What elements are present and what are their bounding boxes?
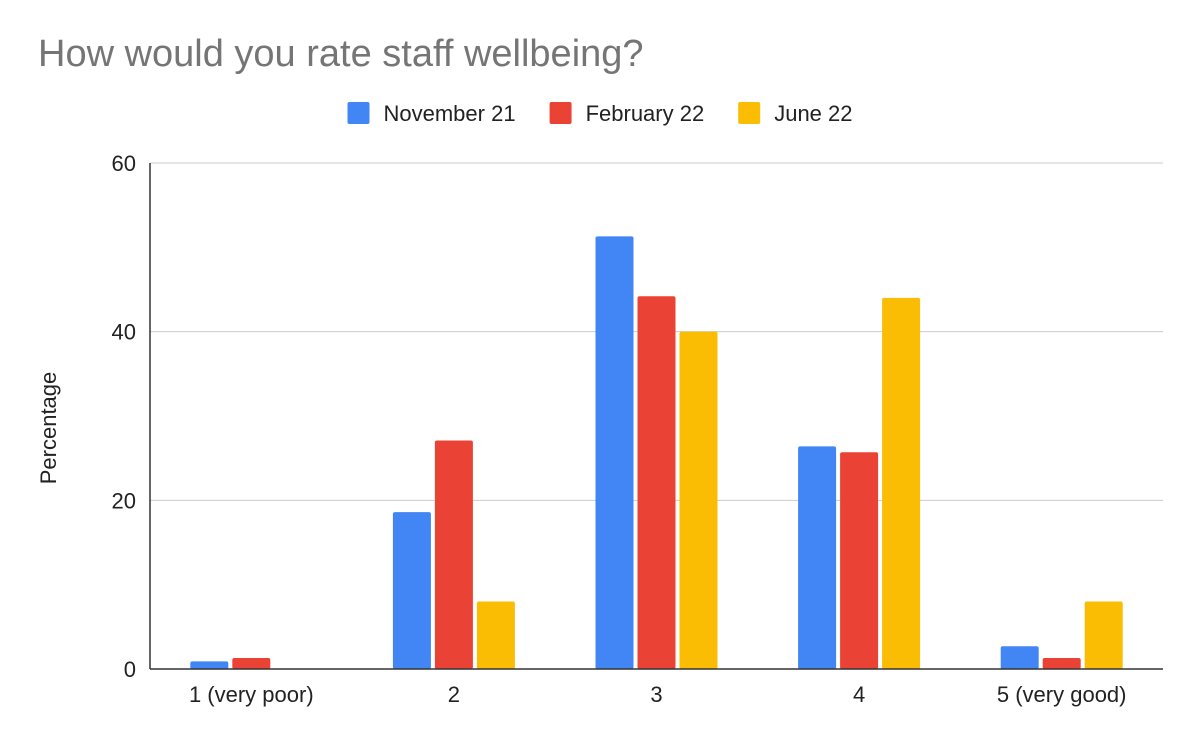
- x-tick-label-1-very-poor: 1 (very poor): [189, 682, 314, 707]
- chart-title: How would you rate staff wellbeing?: [38, 33, 644, 75]
- x-tick-label-3: 3: [650, 682, 662, 707]
- legend-label-february-22: February 22: [586, 101, 705, 126]
- y-tick-label-20: 20: [112, 488, 136, 513]
- bar-november-21-4: [798, 446, 837, 669]
- y-tick-label-60: 60: [112, 151, 136, 176]
- legend-label-november-21: November 21: [384, 101, 516, 126]
- bar-june-22-2: [476, 601, 515, 669]
- bar-november-21-3: [595, 236, 634, 669]
- x-tick-labels: 1 (very poor) 2 3 4 5 (very good): [189, 682, 1127, 707]
- x-tick-label-2: 2: [448, 682, 460, 707]
- legend-label-june-22: June 22: [774, 101, 852, 126]
- y-tick-label-0: 0: [124, 657, 136, 682]
- bar-february-22-2: [434, 440, 473, 669]
- bar-june-22-3: [679, 331, 718, 669]
- y-axis-label: Percentage: [36, 372, 61, 485]
- y-tick-label-40: 40: [112, 320, 136, 345]
- legend-swatch-june-22: [738, 102, 761, 124]
- bar-june-22-5-very-good: [1084, 601, 1123, 669]
- x-tick-label-4: 4: [853, 682, 865, 707]
- legend-swatch-november-21: [347, 102, 370, 124]
- bar-november-21-1-very-poor: [190, 661, 229, 669]
- legend-swatch-february-22: [549, 102, 572, 124]
- bar-february-22-4: [840, 452, 879, 669]
- bars: [190, 236, 1123, 669]
- bar-november-21-5-very-good: [1000, 646, 1039, 669]
- legend: November 21 February 22 June 22: [347, 101, 853, 126]
- y-tick-labels: 0 20 40 60: [112, 151, 136, 682]
- bar-june-22-4: [882, 297, 921, 669]
- bar-november-21-2: [392, 512, 431, 669]
- legend-item-february-22: February 22: [549, 101, 705, 126]
- axes: [149, 163, 1163, 670]
- bar-february-22-1-very-poor: [232, 658, 271, 669]
- legend-item-november-21: November 21: [347, 101, 516, 126]
- x-tick-label-5-very-good: 5 (very good): [997, 682, 1127, 707]
- legend-item-june-22: June 22: [738, 101, 853, 126]
- bar-february-22-3: [637, 296, 676, 669]
- bar-february-22-5-very-good: [1042, 658, 1081, 669]
